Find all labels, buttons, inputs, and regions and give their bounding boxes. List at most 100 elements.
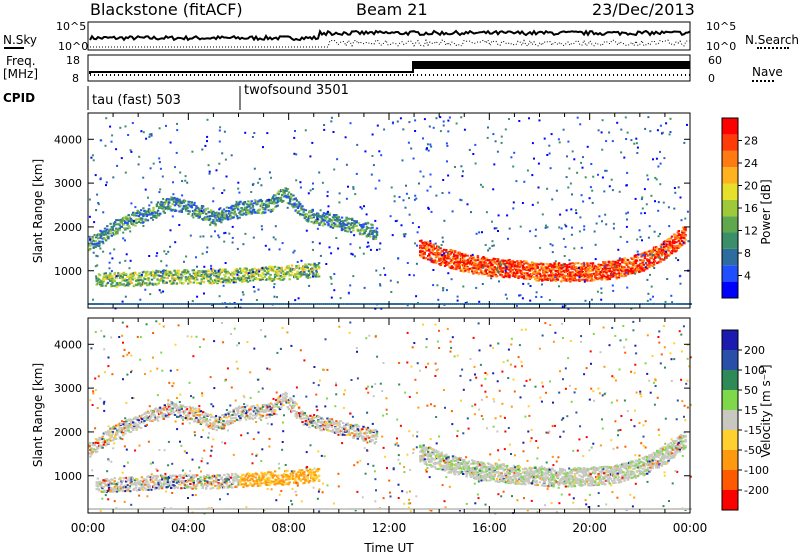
scatter-point xyxy=(267,204,270,207)
scatter-point xyxy=(138,213,142,216)
scatter-point xyxy=(625,212,628,215)
scatter-point xyxy=(330,220,334,223)
scatter-point xyxy=(442,240,445,243)
scatter-point xyxy=(283,192,286,195)
scatter-point xyxy=(216,273,219,276)
scatter-point xyxy=(617,271,621,273)
scatter-point xyxy=(104,233,108,236)
scatter-point xyxy=(330,277,333,280)
scatter-point xyxy=(618,190,621,193)
scatter-point xyxy=(435,117,438,120)
scatter-point xyxy=(508,274,511,277)
scatter-point xyxy=(221,281,225,284)
scatter-point xyxy=(249,207,252,210)
scatter-point xyxy=(686,303,688,305)
scatter-point xyxy=(152,274,155,277)
scatter-point xyxy=(296,261,299,263)
nsky-series xyxy=(89,28,691,42)
scatter-point xyxy=(273,283,276,286)
scatter-point xyxy=(664,300,667,303)
scatter-point xyxy=(108,303,111,305)
scatter-point xyxy=(159,207,162,209)
scatter-point xyxy=(364,230,367,233)
scatter-point xyxy=(218,303,221,305)
scatter-point xyxy=(107,479,111,482)
scatter-point xyxy=(236,247,239,250)
scatter-point xyxy=(617,272,621,275)
scatter-point xyxy=(483,264,486,267)
scatter-point xyxy=(622,259,625,262)
scatter-point xyxy=(194,303,197,305)
scatter-point xyxy=(679,274,682,277)
scatter-point xyxy=(618,257,621,260)
nsky-label: N.Sky xyxy=(3,33,38,47)
scatter-point xyxy=(109,483,112,486)
scatter-point xyxy=(299,186,302,189)
ytick-label: 3000 xyxy=(54,177,82,190)
scatter-point xyxy=(568,266,571,268)
scatter-point xyxy=(474,259,477,262)
scatter-point xyxy=(286,193,290,196)
scatter-point xyxy=(144,211,147,214)
scatter-point xyxy=(127,220,130,222)
scatter-point xyxy=(253,211,257,214)
scatter-point xyxy=(253,199,257,202)
scatter-point xyxy=(311,141,314,144)
scatter-point xyxy=(503,303,506,305)
scatter-point xyxy=(336,303,339,305)
scatter-point xyxy=(640,198,643,201)
scatter-point xyxy=(240,272,243,275)
scatter-point xyxy=(88,249,91,252)
scatter-point xyxy=(173,204,177,207)
scatter-point xyxy=(372,238,375,241)
scatter-point xyxy=(326,303,329,305)
scatter-point xyxy=(352,275,355,278)
scatter-point xyxy=(492,188,495,191)
scatter-point xyxy=(604,169,607,172)
scatter-point xyxy=(94,240,98,243)
scatter-point xyxy=(256,270,260,273)
scatter-point xyxy=(252,182,255,185)
scatter-point xyxy=(203,270,206,273)
scatter-point xyxy=(304,209,308,212)
scatter-point xyxy=(548,299,551,302)
scatter-point xyxy=(150,217,153,220)
scatter-point xyxy=(166,485,169,488)
scatter-point xyxy=(349,284,352,287)
scatter-point xyxy=(150,201,153,204)
scatter-point xyxy=(485,263,489,266)
scatter-point xyxy=(295,199,299,202)
scatter-point xyxy=(449,260,452,263)
scatter-point xyxy=(508,276,511,279)
scatter-point xyxy=(581,166,584,169)
scatter-point xyxy=(507,303,510,305)
scatter-point xyxy=(236,273,239,276)
scatter-point xyxy=(260,225,263,228)
scatter-point xyxy=(451,303,454,305)
scatter-point xyxy=(396,219,399,222)
scatter-point xyxy=(201,271,204,274)
scatter-point xyxy=(110,283,113,286)
scatter-point xyxy=(311,241,314,244)
scatter-point xyxy=(161,202,164,205)
scatter-point xyxy=(321,213,325,216)
scatter-point xyxy=(617,276,621,279)
scatter-point xyxy=(595,270,598,273)
scatter-point xyxy=(268,276,271,279)
scatter-point xyxy=(194,208,197,211)
scatter-point xyxy=(631,267,634,270)
scatter-point xyxy=(257,288,260,291)
scatter-point xyxy=(478,262,482,265)
scatter-point xyxy=(426,143,429,146)
scatter-point xyxy=(512,165,515,168)
scatter-point xyxy=(117,272,120,275)
scatter-point xyxy=(111,281,114,284)
scatter-point xyxy=(557,138,560,141)
scatter-point xyxy=(199,211,203,214)
scatter-point xyxy=(557,303,560,305)
scatter-point xyxy=(126,279,129,282)
scatter-point xyxy=(215,272,218,275)
scatter-point xyxy=(612,274,615,277)
scatter-point xyxy=(110,270,113,273)
scatter-point xyxy=(641,303,644,305)
